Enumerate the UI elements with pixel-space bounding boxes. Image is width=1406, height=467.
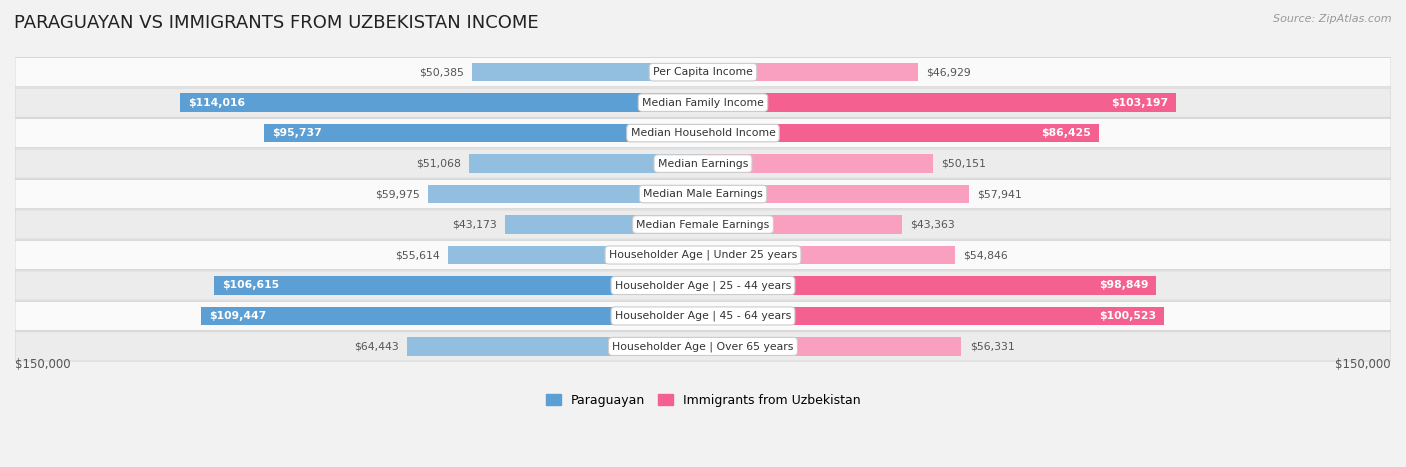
Text: $59,975: $59,975 bbox=[375, 189, 419, 199]
Text: $103,197: $103,197 bbox=[1111, 98, 1168, 107]
FancyBboxPatch shape bbox=[15, 271, 1391, 300]
Text: $98,849: $98,849 bbox=[1098, 281, 1149, 290]
Text: $43,173: $43,173 bbox=[451, 219, 496, 229]
Text: $46,929: $46,929 bbox=[927, 67, 972, 77]
FancyBboxPatch shape bbox=[15, 179, 1391, 209]
Bar bbox=[703, 63, 918, 81]
Bar bbox=[449, 246, 703, 264]
FancyBboxPatch shape bbox=[15, 332, 1391, 361]
Bar bbox=[703, 185, 969, 203]
Text: Per Capita Income: Per Capita Income bbox=[652, 67, 754, 77]
FancyBboxPatch shape bbox=[15, 149, 1391, 178]
Bar bbox=[472, 63, 703, 81]
Text: Source: ZipAtlas.com: Source: ZipAtlas.com bbox=[1274, 14, 1392, 24]
Text: $50,151: $50,151 bbox=[941, 159, 986, 169]
Bar bbox=[180, 93, 703, 112]
Bar bbox=[703, 93, 1177, 112]
Text: $57,941: $57,941 bbox=[977, 189, 1022, 199]
Bar bbox=[703, 246, 955, 264]
FancyBboxPatch shape bbox=[15, 241, 1391, 269]
Text: $64,443: $64,443 bbox=[354, 341, 399, 352]
Bar bbox=[214, 276, 703, 295]
Text: Median Earnings: Median Earnings bbox=[658, 159, 748, 169]
FancyBboxPatch shape bbox=[15, 57, 1391, 87]
Text: $114,016: $114,016 bbox=[188, 98, 246, 107]
Bar bbox=[703, 124, 1099, 142]
Text: $86,425: $86,425 bbox=[1042, 128, 1091, 138]
Bar bbox=[264, 124, 703, 142]
Text: Median Family Income: Median Family Income bbox=[643, 98, 763, 107]
Text: $51,068: $51,068 bbox=[416, 159, 461, 169]
Text: $150,000: $150,000 bbox=[1336, 358, 1391, 371]
Bar bbox=[408, 337, 703, 355]
Bar bbox=[427, 185, 703, 203]
Text: PARAGUAYAN VS IMMIGRANTS FROM UZBEKISTAN INCOME: PARAGUAYAN VS IMMIGRANTS FROM UZBEKISTAN… bbox=[14, 14, 538, 32]
Text: $56,331: $56,331 bbox=[970, 341, 1014, 352]
FancyBboxPatch shape bbox=[15, 88, 1391, 117]
Text: Householder Age | Over 65 years: Householder Age | Over 65 years bbox=[612, 341, 794, 352]
FancyBboxPatch shape bbox=[15, 301, 1391, 331]
Bar bbox=[505, 215, 703, 234]
Text: $109,447: $109,447 bbox=[209, 311, 267, 321]
Bar bbox=[201, 307, 703, 325]
Bar bbox=[703, 276, 1156, 295]
Legend: Paraguayan, Immigrants from Uzbekistan: Paraguayan, Immigrants from Uzbekistan bbox=[541, 389, 865, 412]
Text: Median Household Income: Median Household Income bbox=[630, 128, 776, 138]
Text: $100,523: $100,523 bbox=[1098, 311, 1156, 321]
Bar bbox=[703, 155, 934, 173]
Text: Median Male Earnings: Median Male Earnings bbox=[643, 189, 763, 199]
Text: $55,614: $55,614 bbox=[395, 250, 440, 260]
Text: Median Female Earnings: Median Female Earnings bbox=[637, 219, 769, 229]
Bar bbox=[703, 337, 962, 355]
Text: $43,363: $43,363 bbox=[910, 219, 955, 229]
Text: $150,000: $150,000 bbox=[15, 358, 70, 371]
Text: Householder Age | 25 - 44 years: Householder Age | 25 - 44 years bbox=[614, 280, 792, 291]
Text: $106,615: $106,615 bbox=[222, 281, 280, 290]
FancyBboxPatch shape bbox=[15, 119, 1391, 148]
Text: Householder Age | 45 - 64 years: Householder Age | 45 - 64 years bbox=[614, 311, 792, 321]
Text: $95,737: $95,737 bbox=[273, 128, 322, 138]
Text: $54,846: $54,846 bbox=[963, 250, 1008, 260]
Bar bbox=[703, 215, 901, 234]
FancyBboxPatch shape bbox=[15, 210, 1391, 239]
Text: $50,385: $50,385 bbox=[419, 67, 464, 77]
Text: Householder Age | Under 25 years: Householder Age | Under 25 years bbox=[609, 250, 797, 260]
Bar bbox=[468, 155, 703, 173]
Bar bbox=[703, 307, 1164, 325]
